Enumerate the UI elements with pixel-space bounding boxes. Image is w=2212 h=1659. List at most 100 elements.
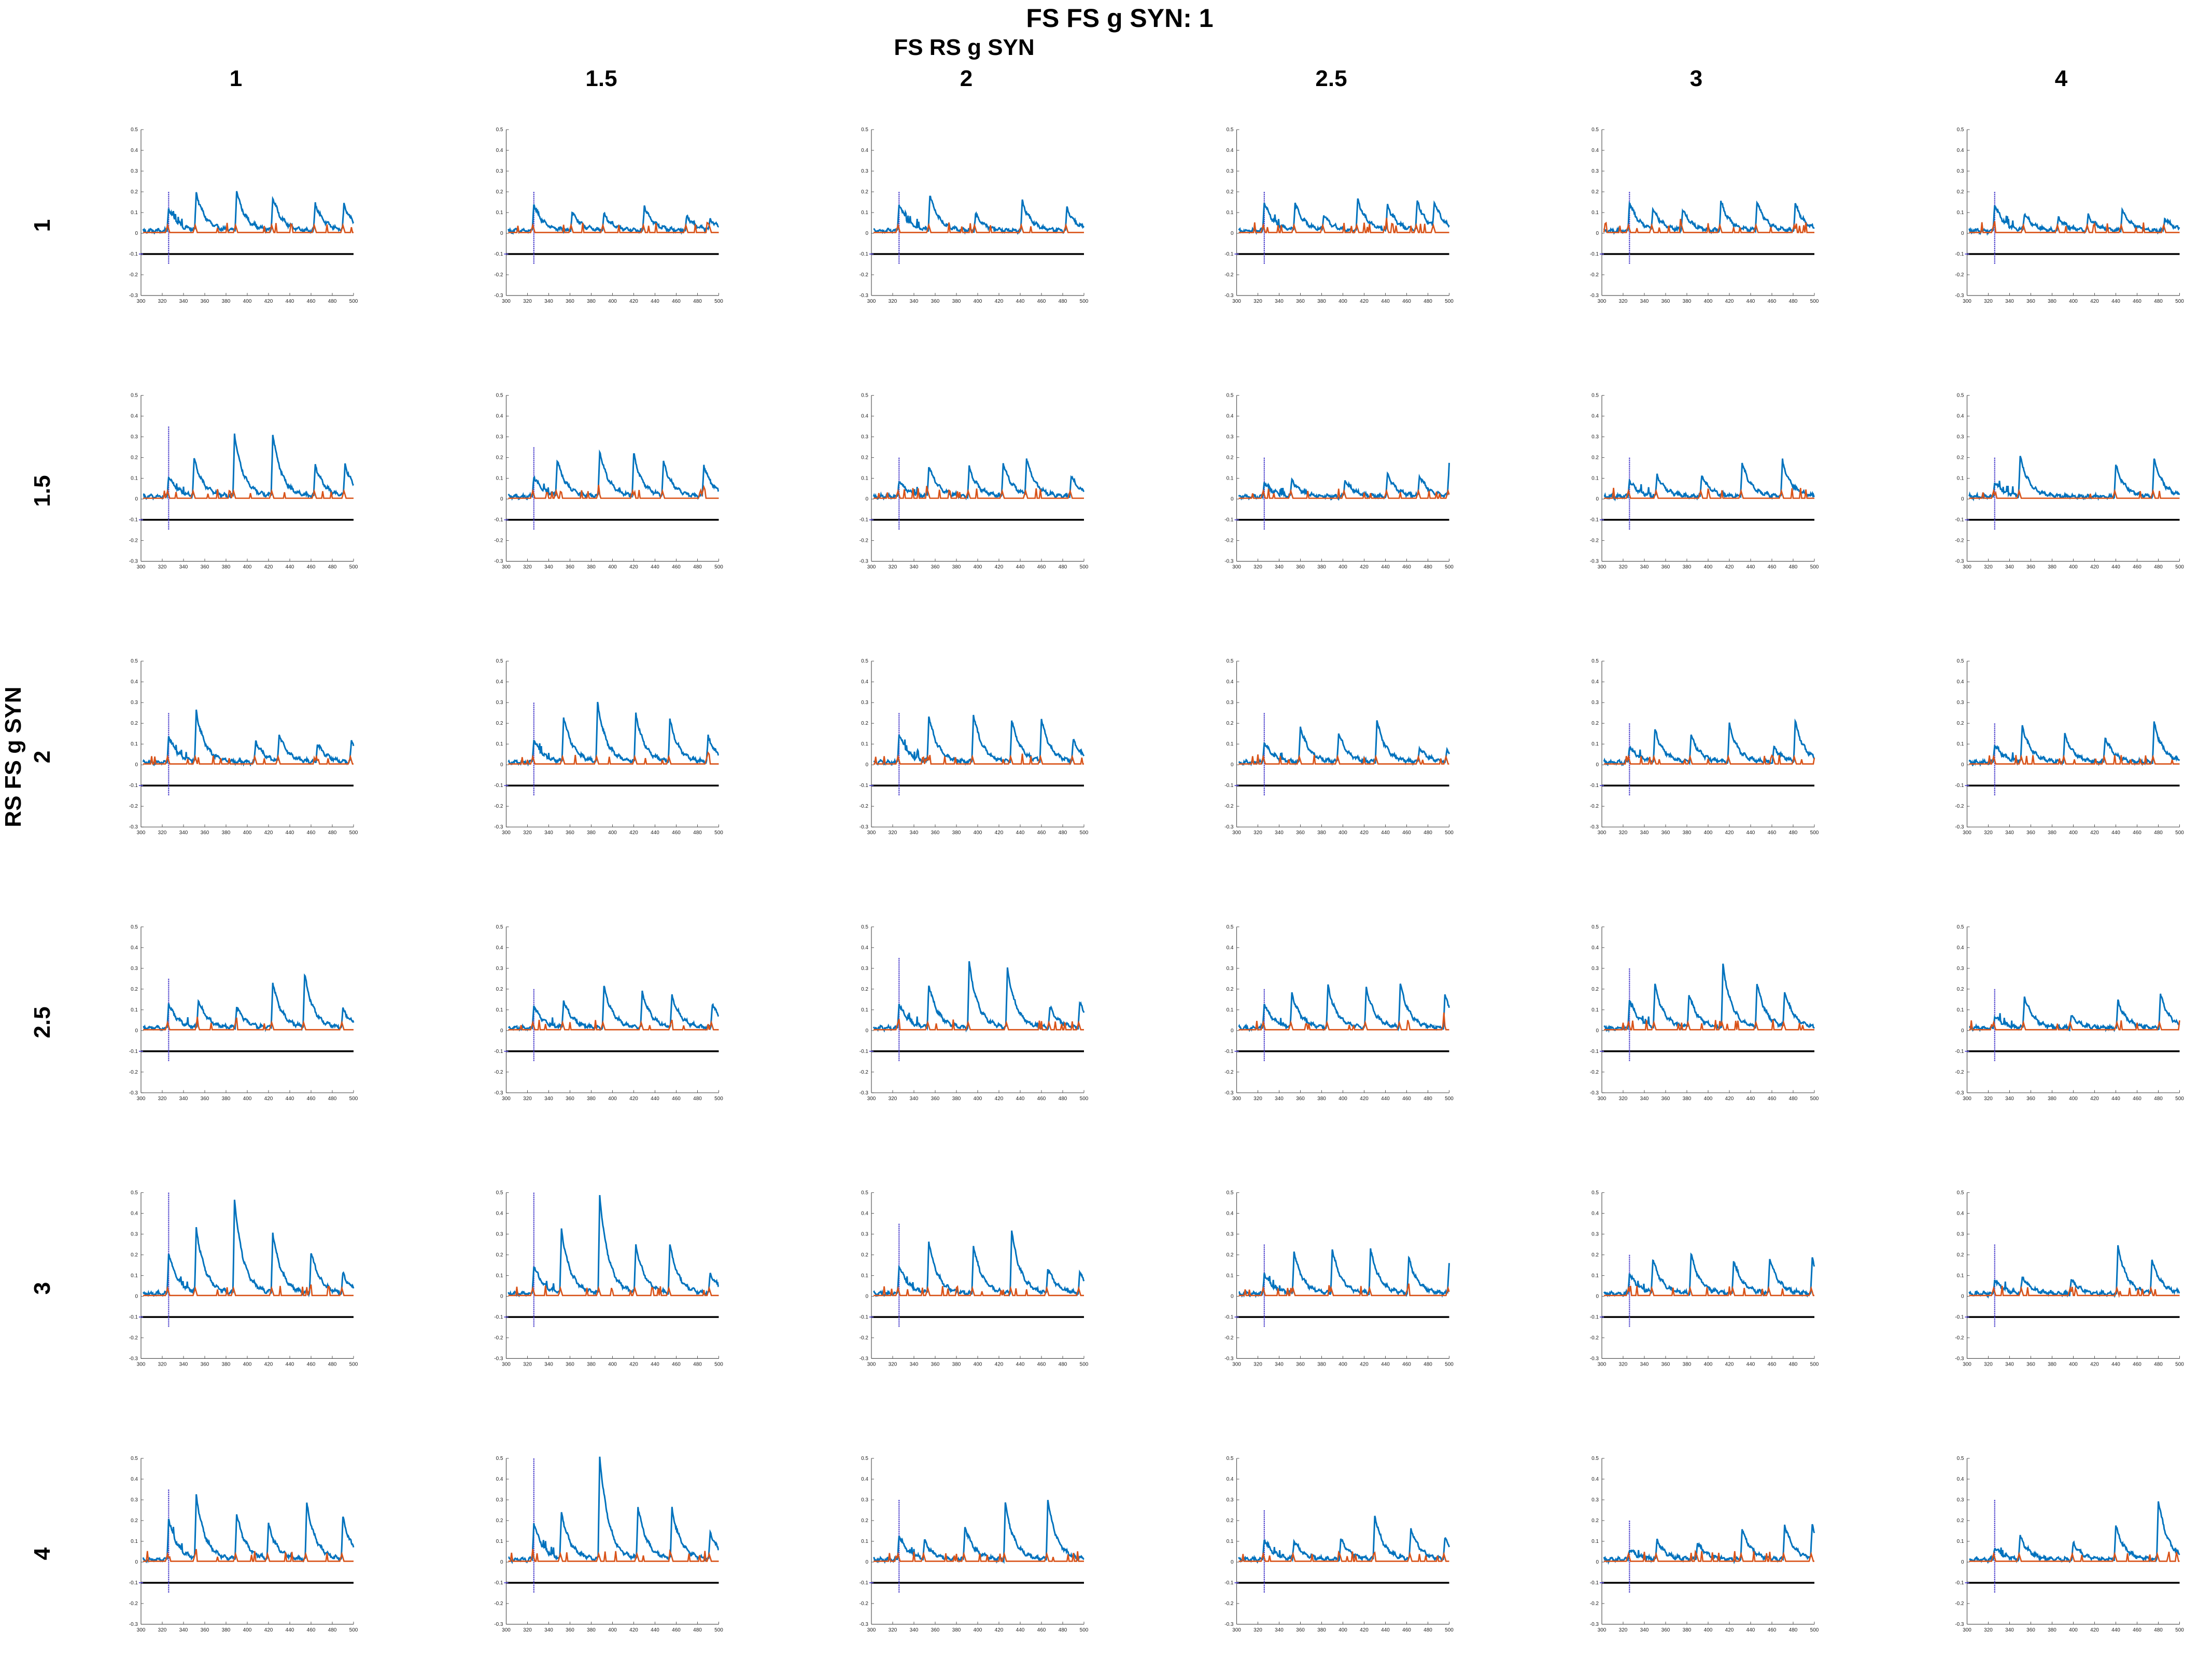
y-tick-label: -0.3: [1590, 293, 1599, 299]
x-tick-label: 380: [2048, 1096, 2056, 1102]
x-tick-label: 420: [2090, 299, 2099, 304]
y-tick-label: -0.3: [860, 1090, 869, 1096]
y-tick-label: 0: [1231, 1559, 1234, 1565]
x-tick-label: 320: [1984, 1096, 1993, 1102]
y-tick-label: 0.1: [1591, 210, 1599, 216]
y-tick-label: 0.3: [1957, 966, 1964, 972]
y-tick-label: 0.5: [861, 924, 868, 930]
y-tick-label: 0.3: [131, 1231, 138, 1237]
y-tick-label: 0: [865, 1028, 868, 1034]
y-tick-label: 0.1: [1591, 1273, 1599, 1278]
x-tick-label: 400: [974, 1361, 982, 1367]
chart-panel: -0.3 -0.2 -0.1 0 0.1 0.2 0.3 0.4 0.5 300 320 340 360…: [129, 924, 358, 1102]
y-tick-label: -0.3: [1955, 1622, 1964, 1627]
x-tick-label: 360: [2026, 1361, 2035, 1367]
x-tick-label: 400: [2069, 565, 2078, 570]
y-tick-label: 0.3: [861, 700, 868, 706]
x-tick-label: 360: [1296, 1096, 1305, 1102]
x-tick-label: 480: [1424, 830, 1432, 836]
y-tick-label: 0: [1231, 1294, 1234, 1299]
y-tick-label: 0.2: [1227, 1518, 1234, 1524]
x-tick-label: 460: [1037, 299, 1046, 304]
x-tick-label: 440: [1381, 830, 1390, 836]
x-tick-label: 480: [1059, 565, 1067, 570]
y-tick-label: 0.3: [1591, 700, 1599, 706]
y-tick-label: 0: [1231, 762, 1234, 768]
x-tick-label: 360: [201, 1096, 209, 1102]
y-tick-label: -0.3: [1590, 824, 1599, 830]
series-2-line: [143, 1017, 354, 1031]
x-tick-label: 400: [2069, 1096, 2078, 1102]
series-2-line: [143, 222, 354, 233]
x-tick-label: 500: [349, 1096, 358, 1102]
chart-panel: -0.3 -0.2 -0.1 0 0.1 0.2 0.3 0.4 0.5 300 320 340 360…: [494, 1456, 723, 1633]
x-tick-label: 380: [2048, 1361, 2056, 1367]
x-tick-label: 500: [1080, 830, 1089, 836]
y-tick-label: 0: [500, 1294, 503, 1299]
x-tick-label: 440: [286, 1096, 294, 1102]
chart-panel: -0.3 -0.2 -0.1 0 0.1 0.2 0.3 0.4 0.5 300 320 340 360…: [494, 1190, 723, 1367]
x-tick-label: 340: [2005, 299, 2014, 304]
x-tick-label: 360: [1296, 1627, 1305, 1633]
x-tick-label: 300: [1963, 565, 1971, 570]
x-tick-label: 500: [1445, 1096, 1454, 1102]
y-tick-label: -0.3: [129, 1622, 138, 1627]
y-tick-label: -0.1: [1955, 517, 1964, 523]
x-tick-label: 320: [523, 1627, 532, 1633]
y-tick-label: 0: [1231, 231, 1234, 236]
y-tick-label: 0.2: [1591, 1252, 1599, 1258]
y-tick-label: 0.5: [1591, 924, 1599, 930]
x-tick-label: 440: [2111, 299, 2120, 304]
chart-panel: -0.3 -0.2 -0.1 0 0.1 0.2 0.3 0.4 0.5 300 320 340 360…: [1955, 127, 2184, 304]
series-1-line: [1969, 1501, 2180, 1564]
x-tick-label: 400: [974, 830, 982, 836]
x-tick-label: 300: [1963, 1627, 1971, 1633]
x-tick-label: 380: [1317, 1096, 1326, 1102]
y-tick-label: 0.5: [1957, 1190, 1964, 1196]
x-tick-label: 400: [974, 565, 982, 570]
x-tick-label: 360: [931, 1627, 940, 1633]
y-tick-label: -0.3: [1955, 824, 1964, 830]
x-tick-label: 460: [2133, 565, 2141, 570]
y-tick-label: 0.3: [1957, 1231, 1964, 1237]
x-tick-label: 380: [1317, 1361, 1326, 1367]
series-1-line: [872, 961, 1085, 1033]
x-tick-label: 480: [1789, 299, 1798, 304]
chart-panel: -0.3 -0.2 -0.1 0 0.1 0.2 0.3 0.4 0.5 300 320 340 360…: [129, 127, 358, 304]
y-tick-label: -0.3: [1955, 1090, 1964, 1096]
x-tick-label: 320: [1253, 565, 1262, 570]
series-2-line: [1604, 754, 1815, 765]
y-tick-label: -0.2: [1590, 1601, 1599, 1607]
y-tick-label: -0.3: [1590, 559, 1599, 565]
series-2-line: [1603, 218, 1814, 233]
series-2-line: [873, 1285, 1084, 1297]
column-label: 2.5: [1315, 66, 1347, 91]
y-tick-label: 0.5: [1957, 1456, 1964, 1461]
x-tick-label: 440: [1016, 830, 1025, 836]
x-tick-label: 480: [328, 565, 337, 570]
y-tick-label: -0.2: [860, 1070, 869, 1075]
x-tick-label: 460: [307, 299, 316, 304]
x-tick-label: 420: [995, 1627, 1004, 1633]
x-tick-label: 420: [1725, 1096, 1734, 1102]
x-tick-label: 460: [1402, 1096, 1411, 1102]
x-tick-label: 500: [1445, 830, 1454, 836]
x-tick-label: 400: [243, 1096, 252, 1102]
y-tick-label: 0.3: [496, 700, 503, 706]
x-tick-label: 300: [137, 1361, 146, 1367]
y-tick-label: -0.3: [1224, 559, 1234, 565]
y-tick-label: 0.4: [1957, 414, 1964, 419]
y-tick-label: 0: [135, 1294, 138, 1299]
x-tick-label: 320: [1984, 299, 1993, 304]
x-tick-label: 460: [672, 1361, 681, 1367]
x-tick-label: 380: [1683, 1096, 1692, 1102]
y-tick-label: 0.4: [1227, 414, 1234, 419]
y-tick-label: -0.1: [1224, 251, 1234, 257]
x-tick-label: 480: [693, 830, 702, 836]
series-1-line: [1968, 456, 2180, 502]
y-tick-label: 0.3: [1227, 1497, 1234, 1503]
x-tick-label: 480: [328, 1361, 337, 1367]
x-tick-label: 360: [931, 1096, 940, 1102]
x-tick-label: 380: [2048, 1627, 2056, 1633]
